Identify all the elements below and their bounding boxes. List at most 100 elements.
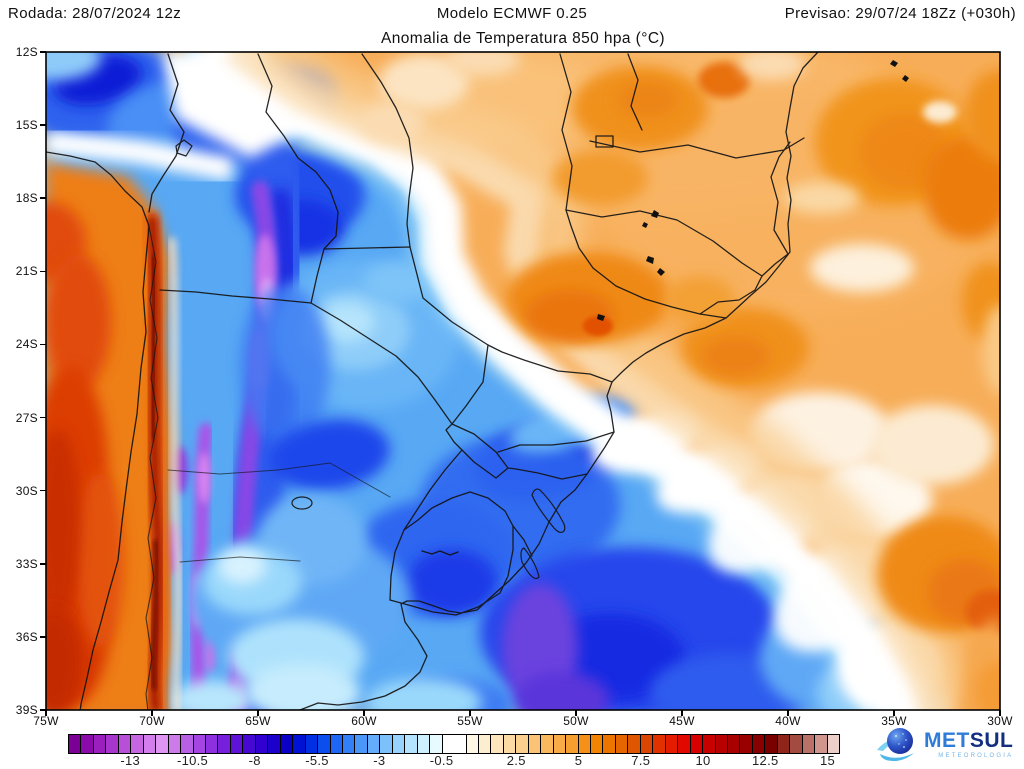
colorbar-tick-label: -8 <box>248 753 261 768</box>
lat-tick <box>40 343 46 346</box>
lon-tick <box>257 710 259 716</box>
colorbar-tick-label: -13 <box>120 753 141 768</box>
colorbar-cell <box>341 735 355 753</box>
lake-markers <box>597 60 909 321</box>
logo-wordmark: METSUL <box>924 730 1013 751</box>
lat-label: 27S <box>15 410 38 425</box>
logo-met: MET <box>924 728 970 752</box>
colorbar-cell <box>366 735 380 753</box>
colorbar-cell <box>552 735 566 753</box>
colorbar-cell <box>329 735 342 753</box>
lon-tick <box>363 710 365 716</box>
colorbar-cell <box>429 735 442 753</box>
colorbar-cell <box>167 735 181 753</box>
colorbar-cell <box>416 735 430 753</box>
colorbar-cell <box>130 735 143 753</box>
lat-label: 12S <box>15 45 38 59</box>
colorbar-tick-label: 2.5 <box>506 753 526 768</box>
colorbar-cell <box>814 735 827 753</box>
colorbar-cell <box>677 735 690 753</box>
colorbar-cell <box>789 735 802 753</box>
temperature-colorbar <box>68 734 840 754</box>
colorbar-cell <box>652 735 665 753</box>
colorbar-tick-label: -10.5 <box>176 753 209 768</box>
colorbar-cell <box>565 735 578 753</box>
lat-label: 30S <box>15 483 38 498</box>
colorbar-cell <box>217 735 230 753</box>
metsul-logo: METSUL METEOROLOGIA <box>874 722 1022 766</box>
header-bar: Rodada: 28/07/2024 12z Modelo ECMWF 0.25… <box>0 5 1024 22</box>
logo-sul: SUL <box>969 728 1014 752</box>
lon-label: 30W <box>987 714 1013 728</box>
colorbar-tick-label: 12.5 <box>752 753 779 768</box>
lat-tick <box>40 416 46 419</box>
colorbar-cell <box>279 735 293 753</box>
lon-tick <box>575 710 577 716</box>
colorbar-cell <box>441 735 466 753</box>
colorbar-cell <box>354 735 367 753</box>
lat-label: 24S <box>15 337 38 352</box>
colorbar-tick-label: -0.5 <box>429 753 454 768</box>
lon-label: 50W <box>563 714 589 728</box>
lat-tick <box>40 709 46 711</box>
colorbar-cell <box>590 735 603 753</box>
colorbar-cell <box>155 735 168 753</box>
coastlines-and-borders <box>46 52 819 710</box>
colorbar-cell <box>80 735 93 753</box>
colorbar-cell <box>702 735 715 753</box>
lat-tick <box>40 563 46 565</box>
colorbar-cell <box>292 735 305 753</box>
lat-label: 21S <box>15 264 38 279</box>
map-title: Anomalia de Temperatura 850 hpa (°C) <box>381 30 665 47</box>
colorbar-tick-label: 15 <box>820 753 836 768</box>
lon-tick <box>469 710 471 716</box>
colorbar-cell <box>105 735 118 753</box>
colorbar-cell <box>739 735 752 753</box>
colorbar-cell <box>764 735 777 753</box>
colorbar-cell <box>689 735 703 753</box>
colorbar-cell <box>614 735 628 753</box>
colorbar-tick-label: -5.5 <box>305 753 329 768</box>
pacific-coastline <box>46 151 150 710</box>
lon-label: 35W <box>881 714 907 728</box>
colorbar-cell <box>727 735 740 753</box>
colorbar-cell <box>317 735 330 753</box>
colorbar-cell <box>477 735 491 753</box>
colorbar-cell <box>826 735 840 753</box>
lon-tick <box>45 710 47 716</box>
lon-tick <box>681 710 683 716</box>
colorbar-cell <box>242 735 255 753</box>
model-name: Modelo ECMWF 0.25 <box>436 5 588 22</box>
colorbar-cell <box>714 735 728 753</box>
colorbar-cell <box>577 735 591 753</box>
colorbar-cell <box>602 735 615 753</box>
colorbar-cell <box>627 735 640 753</box>
colorbar-cell <box>267 735 280 753</box>
lat-label: 33S <box>15 556 38 571</box>
colorbar-cell <box>391 735 405 753</box>
colorbar-cell <box>192 735 205 753</box>
colorbar-cell <box>801 735 815 753</box>
metsul-globe-icon <box>877 728 914 762</box>
atlantic-coastline <box>298 52 819 710</box>
lon-label: 45W <box>669 714 695 728</box>
colorbar-tick-label: 5 <box>574 753 583 768</box>
lat-tick <box>40 489 46 492</box>
lon-tick <box>151 710 153 716</box>
colorbar-cell <box>527 735 541 753</box>
colorbar-cell <box>180 735 193 753</box>
colorbar-tick-label: 10 <box>695 753 711 768</box>
colorbar-cell <box>379 735 392 753</box>
lon-tick <box>787 710 789 716</box>
colorbar-cell <box>69 735 81 753</box>
lon-label: 75W <box>33 714 59 728</box>
lat-tick <box>40 197 46 199</box>
colorbar-cell <box>776 735 790 753</box>
colorbar-cell <box>204 735 218 753</box>
lat-tick <box>40 636 46 638</box>
lat-label: 18S <box>15 191 38 206</box>
colorbar-tick-labels: -13 -10.5 -8 -5.5 -3 -0.5 2.5 5 7.5 10 12.5 15 <box>68 753 840 769</box>
colorbar-cell <box>515 735 528 753</box>
colorbar-cell <box>304 735 318 753</box>
